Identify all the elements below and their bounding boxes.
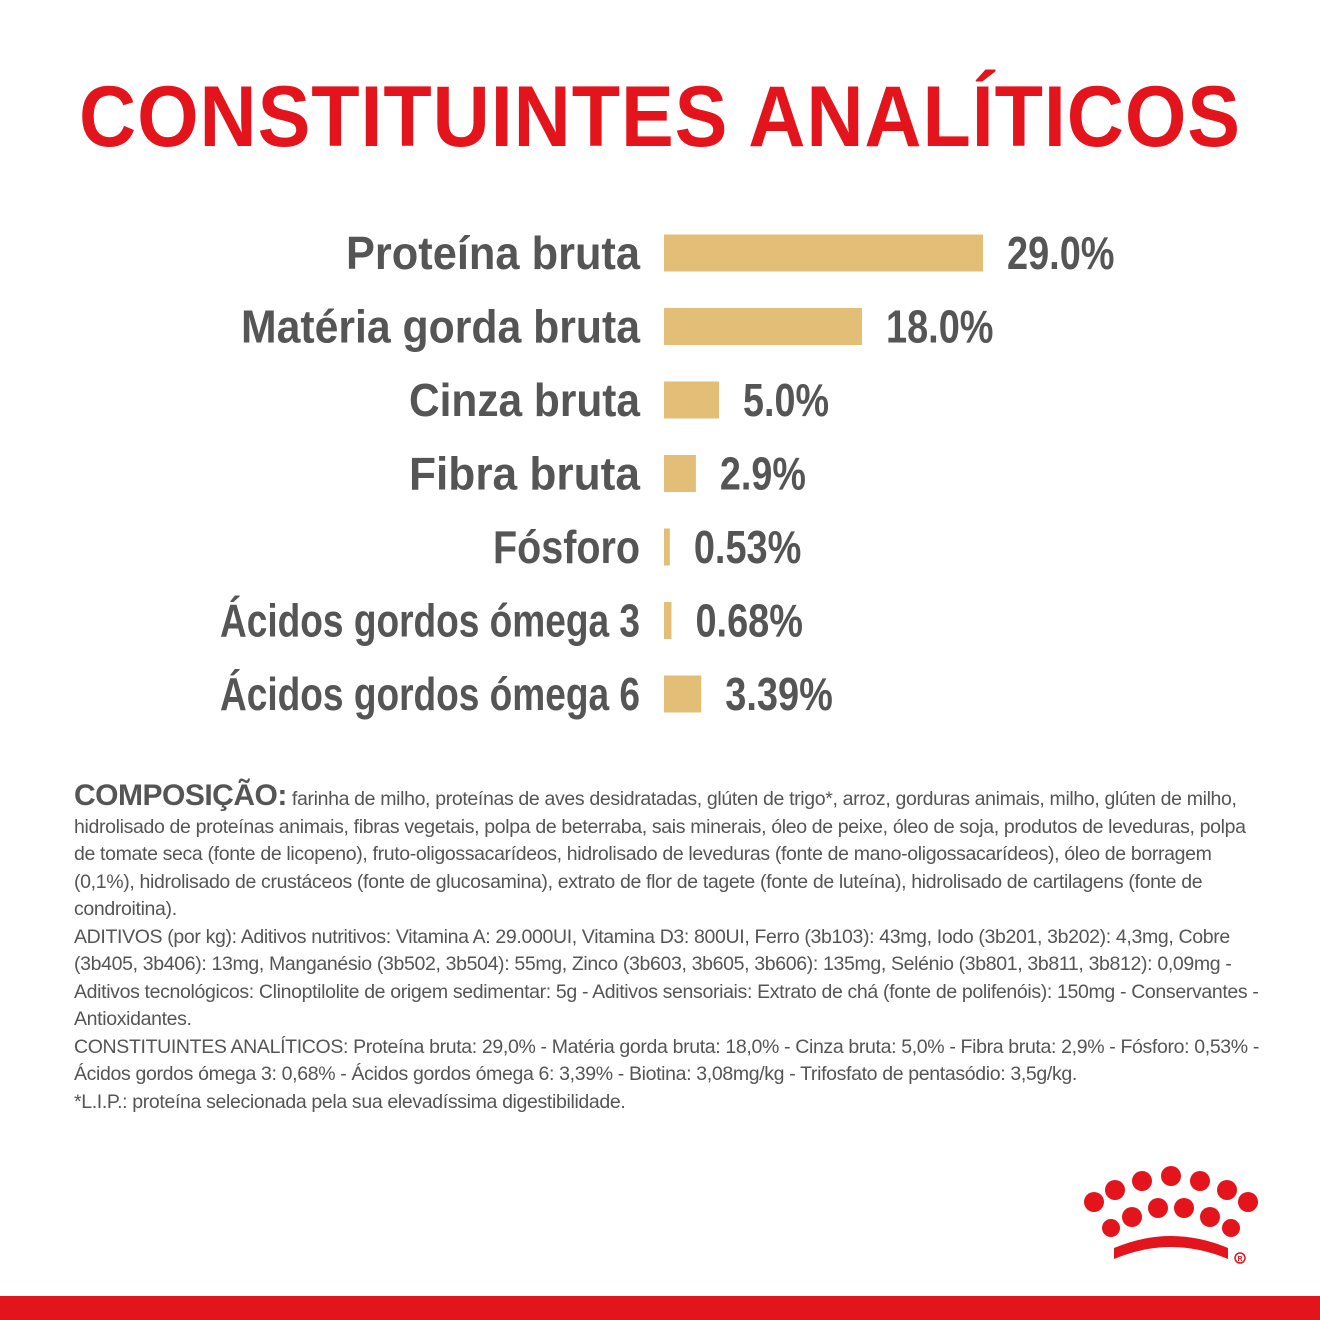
category-label: Ácidos gordos ómega 3 [220,595,640,647]
bar [664,455,696,492]
bar [664,528,670,566]
category-label: Matéria gorda bruta [241,301,640,353]
value-label: 5.0% [743,374,829,426]
category-label: Proteína bruta [346,227,640,279]
footnote: *L.I.P.: proteína selecionada pela sua e… [74,1090,626,1113]
page-title: CONSTITUINTES ANALÍTICOS [79,69,1241,165]
bar [664,381,719,419]
svg-text:R: R [1237,1256,1242,1263]
additives-paragraph: ADITIVOS (por kg): Aditivos nutritivos: … [74,925,1259,1031]
value-label: 29.0% [1007,227,1115,279]
bar-chart: Proteína bruta Matéria gorda bruta Cinza b… [220,227,1115,720]
composition-text: COMPOSIÇÃO: farinha de milho, proteínas … [74,779,1264,1116]
category-label: Cinza bruta [409,374,640,426]
category-label: Ácidos gordos ómega 6 [220,668,640,720]
value-label: 18.0% [886,301,994,353]
footer-bar [0,1296,1320,1320]
bar [664,234,983,272]
value-label: 2.9% [720,448,806,500]
bar [664,675,702,713]
value-label: 3.39% [725,668,833,720]
analytical-paragraph: CONSTITUINTES ANALÍTICOS: Proteína bruta… [74,1035,1260,1086]
royal-canin-crown-logo-icon: R [1084,1166,1258,1264]
category-label: Fibra bruta [409,448,640,500]
category-label: Fósforo [493,521,640,573]
value-label: 0.53% [694,521,802,573]
composition-paragraph: COMPOSIÇÃO: farinha de milho, proteínas … [74,779,1264,924]
bar [664,308,862,345]
value-label: 0.68% [695,595,803,647]
bar [664,602,672,639]
composition-body: farinha de milho, proteínas de aves desi… [74,788,1246,920]
composition-heading: COMPOSIÇÃO: [74,779,287,812]
